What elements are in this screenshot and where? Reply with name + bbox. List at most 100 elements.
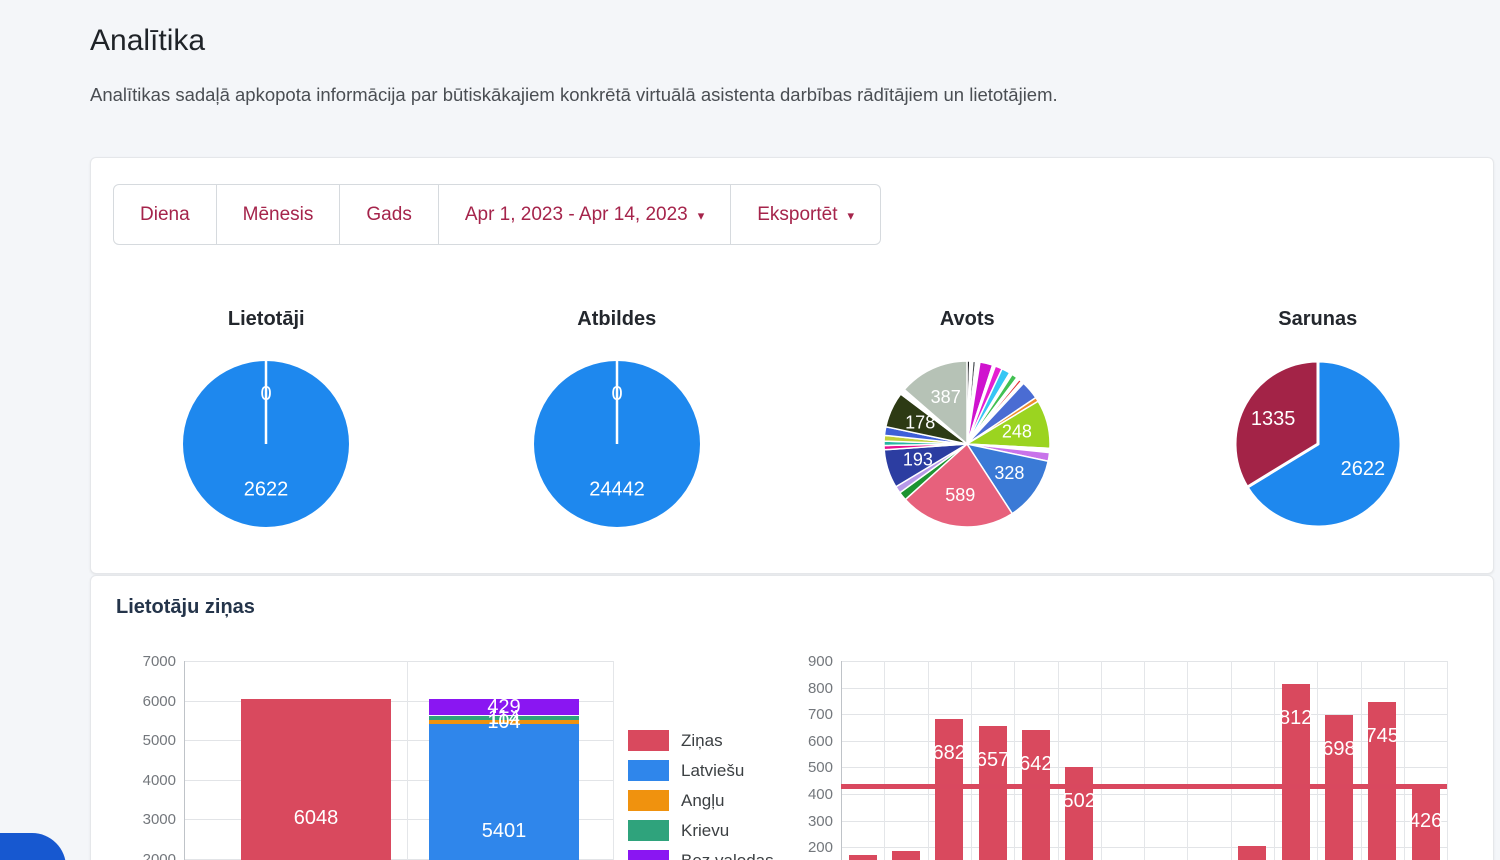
conversations-pie-block: Sarunas 2622 1335 [1143, 308, 1494, 529]
users-pie-title: Lietotāji [227, 308, 305, 330]
bar-segment[interactable] [1238, 845, 1267, 860]
answers-pie-chart[interactable]: 24442 0 [532, 359, 702, 529]
bar-segment[interactable] [892, 851, 920, 860]
y-axis-tick-label: 200 [807, 839, 833, 857]
bar-segment[interactable] [935, 719, 964, 860]
v-gridline [884, 661, 886, 860]
source-pie-chart[interactable]: 248 328 589 193 178 387 [882, 359, 1052, 529]
conversations-pie-chart[interactable]: 2622 1335 [1233, 359, 1403, 529]
legend-swatch [628, 789, 669, 811]
page-title: Analītika [90, 24, 206, 57]
answers-pie-block: Atbildes 24442 0 [442, 308, 793, 529]
bar-value-label: 5401 [481, 819, 527, 842]
day-button[interactable]: Diena [113, 184, 217, 245]
h-gridline [184, 661, 613, 662]
pie-slice-label: 2622 [244, 479, 289, 501]
pie-slice[interactable] [903, 360, 968, 445]
pie-slice-label: 387 [931, 387, 961, 407]
pie-slice[interactable] [1245, 359, 1403, 529]
bar-segment[interactable] [429, 698, 579, 716]
v-gridline [1447, 661, 1449, 860]
bar-segment[interactable] [429, 724, 579, 860]
bar-value-label: 812 [1278, 707, 1313, 730]
y-axis-tick-label: 6000 [142, 692, 176, 710]
caret-down-icon: ▾ [847, 208, 855, 223]
y-axis-tick-label: 300 [807, 812, 833, 830]
v-gridline [927, 661, 929, 860]
h-gridline [184, 819, 613, 820]
h-gridline [184, 740, 613, 741]
v-gridline [1057, 661, 1059, 860]
bar-segment[interactable] [241, 698, 391, 860]
conversations-pie-title: Sarunas [1278, 308, 1358, 330]
users-pie-chart[interactable]: 2622 0 [181, 359, 351, 529]
pie-slice[interactable] [904, 443, 1014, 528]
pie-slice-label: 2622 [1340, 458, 1385, 480]
bar-segment[interactable] [978, 725, 1007, 860]
bar-segment[interactable] [1281, 684, 1310, 860]
date-range-button[interactable]: Apr 1, 2023 - Apr 14, 2023 ▾ [438, 184, 732, 245]
year-button-label: Gads [366, 203, 412, 225]
bar-segment[interactable] [429, 720, 579, 725]
export-button[interactable]: Eksportēt ▾ [731, 184, 882, 245]
pie-slice[interactable] [1233, 359, 1320, 489]
bar-value-label: 682 [932, 742, 966, 764]
legend-item-label: Ziņas [681, 731, 723, 750]
pie-slice-label: 589 [946, 485, 976, 505]
page-subtitle: Analītikas sadaļā apkopota informācija p… [90, 84, 1058, 105]
pie-slice-label: 1335 [1251, 408, 1296, 430]
legend-item-label: Bez valodas [681, 850, 774, 860]
messages-heading: Lietotāju ziņas [116, 596, 255, 618]
legend-swatch [628, 819, 669, 841]
answers-pie-title: Atbildes [577, 308, 657, 330]
legend-swatch [628, 729, 669, 751]
bar-segment[interactable] [1065, 766, 1094, 860]
export-button-label: Eksportēt [757, 203, 838, 225]
pie-slice-label: 193 [903, 450, 933, 470]
pie-charts-row: Lietotāji 2622 0 Atbildes 24442 0 Avots 24… [91, 308, 1493, 529]
user-messages-card: Lietotāju ziņas 7000 6000 5000 4000 3000 2000… [90, 575, 1494, 860]
pie-slice[interactable] [966, 443, 1050, 515]
bar-value-label: 502 [1062, 789, 1096, 812]
v-gridline [613, 661, 614, 860]
v-gridline [1100, 661, 1102, 860]
source-pie-block: Avots 248 328 589 193 178 387 [792, 308, 1143, 529]
v-gridline [970, 661, 972, 860]
bar-value-label: 104 [487, 711, 521, 734]
bar-value-label: 698 [1322, 737, 1356, 760]
v-gridline [1187, 661, 1189, 860]
v-gridline [1274, 661, 1275, 860]
bar-value-label: 426 [1408, 810, 1443, 833]
average-line [841, 783, 1448, 789]
chat-widget-button[interactable] [0, 833, 66, 860]
pie-slice-label: 24442 [589, 479, 645, 501]
legend-item-label: Krievu [681, 821, 730, 840]
users-pie-block: Lietotāji 2622 0 [91, 308, 442, 529]
month-button[interactable]: Mēnesis [216, 184, 341, 245]
pie-slice-label: 0 [611, 383, 622, 405]
y-axis-tick-label: 5000 [142, 732, 176, 749]
bar-segment[interactable] [1021, 729, 1050, 860]
bar-segment[interactable] [1368, 702, 1397, 860]
y-axis-tick-label: 800 [807, 679, 833, 697]
year-button[interactable]: Gads [340, 184, 439, 245]
y-axis-tick-label: 400 [807, 786, 833, 803]
bar-segment[interactable] [848, 855, 877, 860]
v-gridline [1403, 661, 1405, 860]
y-axis-tick-label: 900 [807, 653, 833, 670]
overview-card: Diena Mēnesis Gads Apr 1, 2023 - Apr 14,… [90, 157, 1494, 574]
v-gridline [1360, 661, 1362, 860]
legend-item-label: Latviešu [681, 761, 745, 780]
v-gridline [184, 661, 185, 860]
pie-slice-label: 178 [905, 413, 935, 433]
y-axis-tick-label: 7000 [142, 653, 176, 670]
month-button-label: Mēnesis [242, 203, 314, 225]
source-pie-title: Avots [939, 308, 995, 330]
pie-slice-label: 248 [1002, 422, 1032, 442]
bar-value-label: 657 [975, 748, 1010, 771]
bar-value-label: 429 [487, 696, 521, 719]
bar-segment[interactable] [1411, 787, 1440, 860]
pie-slice-label: 0 [261, 383, 272, 405]
period-toolbar: Diena Mēnesis Gads Apr 1, 2023 - Apr 14,… [113, 184, 882, 245]
bar-segment[interactable] [429, 715, 579, 720]
